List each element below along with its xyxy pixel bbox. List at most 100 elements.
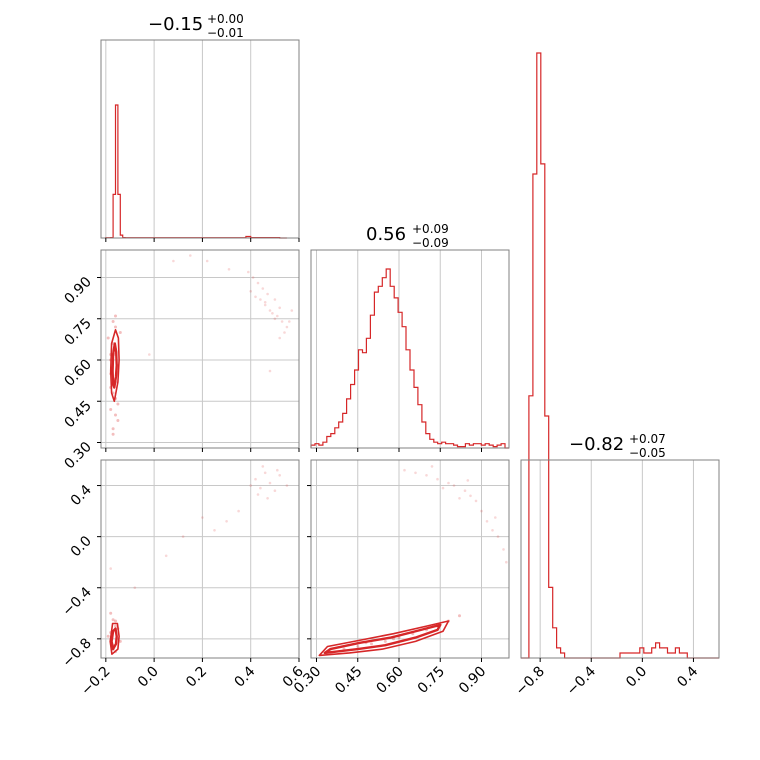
- scatter-point-outlier-1-14: [266, 292, 269, 296]
- ytick-label-3-2: −0.4: [59, 584, 94, 619]
- scatter-point-outlier-3-4: [436, 477, 439, 481]
- scatter-point-outlier-3-13: [496, 535, 500, 538]
- scatter-point-outlier-2-11: [256, 493, 260, 496]
- scatter-point-core-3-11: [458, 614, 461, 618]
- scatter-point-core-1-1: [111, 427, 115, 431]
- scatter-point-outlier-2-6: [273, 489, 277, 493]
- scatter-point-outlier-3-3: [425, 474, 428, 477]
- scatter-point-outlier-1-21: [273, 317, 277, 321]
- scatter-point-outlier-1-24: [205, 259, 209, 263]
- panel-frame-2: [100, 459, 300, 659]
- xtick-label-1-1: −0.2: [78, 664, 113, 699]
- scatter-point-outlier-1-15: [271, 312, 274, 315]
- contour-outer-1: [109, 328, 120, 403]
- scatter-point-core-2-9: [118, 639, 122, 643]
- title-value-1: −0.15: [148, 14, 203, 35]
- scatter-point-core-2-1: [111, 618, 115, 622]
- scatter-point-outlier-1-28: [268, 369, 272, 373]
- xtick-label-2-2: 0.45: [332, 664, 365, 697]
- ytick-label-3-4: 0.4: [68, 482, 95, 509]
- title-plus-2: +0.09: [412, 222, 449, 236]
- scatter-point-outlier-2-12: [276, 468, 279, 472]
- scatter-point-core-1-12: [118, 331, 122, 334]
- scatter-point-outlier-2-7: [278, 474, 282, 477]
- scatter-point-outlier-2-14: [213, 529, 216, 532]
- scatter-point-outlier-3-7: [463, 489, 467, 493]
- title-plus-3: +0.07: [629, 432, 666, 446]
- xtick-label-1-2: 0.0: [135, 664, 162, 691]
- scatter-point-outlier-1-20: [263, 301, 267, 304]
- scatter-point-outlier-1-4: [261, 287, 265, 290]
- title-minus-2: −0.09: [412, 236, 449, 250]
- scatter-point-core-1-22: [111, 432, 115, 436]
- scatter-point-outlier-1-6: [268, 309, 272, 312]
- panel-frame-1: [100, 249, 300, 449]
- scatter-point-core-1-3: [109, 408, 113, 411]
- title-value-3: −0.82: [569, 434, 624, 455]
- title-minus-3: −0.05: [629, 446, 666, 460]
- title-param-1: −0.15 +0.00 −0.01: [148, 12, 244, 40]
- scatter-point-core-1-14: [111, 320, 115, 323]
- scatter-point-outlier-3-20: [505, 560, 508, 564]
- scatter-point-outlier-1-8: [276, 314, 279, 318]
- scatter-point-outlier-1-18: [251, 276, 255, 279]
- ytick-label-2-3: 0.60: [61, 357, 94, 390]
- scatter-point-outlier-3-2: [414, 471, 417, 475]
- scatter-point-core-2-11: [106, 634, 110, 638]
- scatter-point-outlier-2-20: [237, 509, 240, 513]
- hist-frame-3: [520, 459, 720, 659]
- scatter-point-outlier-3-17: [466, 479, 470, 482]
- title-param-3: −0.82 +0.07 −0.05: [569, 432, 666, 460]
- xtick-label-2-5: 0.90: [456, 664, 489, 697]
- scatter-point-core-2-12: [114, 619, 117, 623]
- scatter-point-outlier-1-7: [273, 298, 277, 301]
- frames-layer: [100, 39, 720, 659]
- scatter-point-core-1-16: [116, 419, 120, 422]
- contour-outer-2: [109, 622, 120, 656]
- xtick-label-3-3: 0.0: [623, 664, 650, 691]
- scatter-point-outlier-1-26: [148, 353, 151, 356]
- scatter-point-outlier-1-10: [280, 320, 284, 323]
- contour-core-2: [110, 627, 118, 651]
- ytick-label-2-5: 0.90: [61, 274, 94, 307]
- title-param-2: 0.56 +0.09 −0.09: [366, 222, 449, 250]
- scatter-point-outlier-1-3: [259, 298, 262, 301]
- scatter-point-outlier-1-23: [227, 268, 231, 271]
- scatter-point-outlier-3-16: [458, 497, 461, 500]
- panel-frame-3: [310, 459, 510, 659]
- ytick-label-2-2: 0.45: [61, 398, 94, 431]
- scatter-point-outlier-1-13: [256, 281, 260, 285]
- title-minus-1: −0.01: [207, 26, 244, 40]
- scatter-point-outlier-3-10: [480, 509, 483, 513]
- scatter-point-outlier-2-3: [259, 486, 262, 490]
- scatter-point-core-1-20: [114, 314, 117, 318]
- xtick-label-1-3: 0.2: [183, 664, 210, 691]
- scatter-point-outlier-2-2: [254, 477, 257, 481]
- scatter-point-core-3-3: [356, 645, 360, 648]
- ytick-label-3-1: −0.8: [59, 635, 94, 670]
- xtick-label-2-4: 0.75: [415, 664, 448, 697]
- scatter-point-outlier-2-8: [285, 484, 289, 487]
- scatter-point-outlier-2-19: [109, 567, 112, 570]
- ytick-label-2-1: 0.30: [61, 439, 94, 472]
- scatter-point-outlier-3-8: [469, 494, 472, 498]
- grid-layer: [101, 40, 694, 658]
- scatter-point-outlier-3-19: [494, 516, 497, 519]
- scatter-point-outlier-2-13: [225, 520, 228, 523]
- scatter-point-outlier-1-9: [278, 306, 282, 310]
- scatter-point-outlier-1-27: [172, 259, 175, 263]
- scatter-point-core-1-13: [114, 325, 117, 329]
- ytick-label-3-3: 0.0: [68, 533, 95, 560]
- xtick-label-3-4: 0.4: [674, 663, 701, 690]
- scatter-point-outlier-1-25: [189, 254, 192, 257]
- histogram-2: [310, 268, 509, 449]
- scatter-point-outlier-1-22: [278, 336, 282, 340]
- scatter-point-outlier-2-10: [266, 497, 269, 500]
- scatter-point-outlier-1-12: [290, 309, 294, 312]
- scatter-point-core-1-11: [106, 336, 110, 340]
- xtick-label-2-3: 0.60: [373, 664, 406, 697]
- scatter-point-outlier-2-4: [263, 471, 267, 475]
- scatter-point-outlier-3-11: [485, 520, 489, 523]
- scatter-point-outlier-3-15: [441, 486, 445, 490]
